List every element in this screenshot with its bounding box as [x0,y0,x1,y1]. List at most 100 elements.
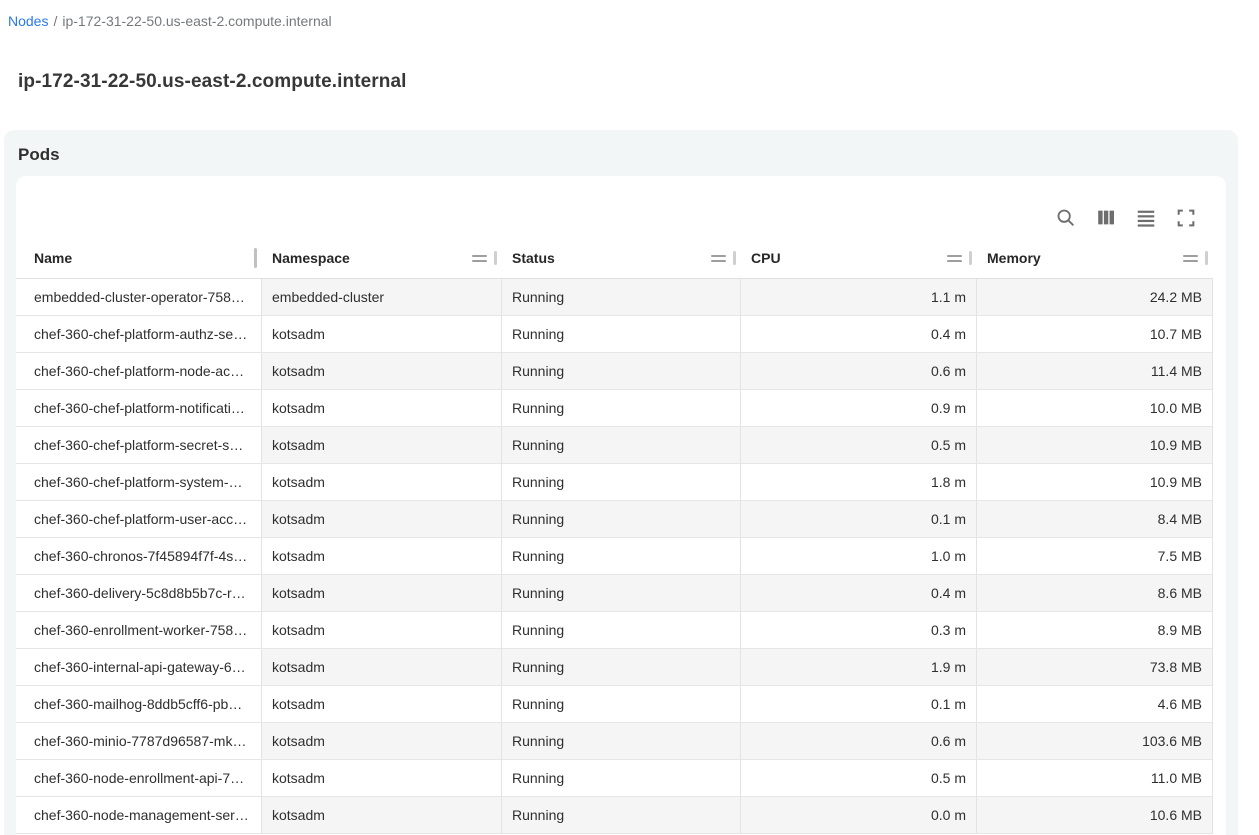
pods-card: Pods [4,130,1238,835]
cell-namespace: kotsadm [262,760,502,797]
table-row[interactable]: chef-360-chef-platform-authz-se… kotsadm R… [16,316,1213,353]
table-row[interactable]: chef-360-mailhog-8ddb5cff6-pb… kotsadm Run… [16,686,1213,723]
cell-namespace: kotsadm [262,723,502,760]
cell-status: Running [502,279,741,316]
cell-namespace: kotsadm [262,316,502,353]
column-menu-icon[interactable] [1183,254,1198,262]
pods-table: Name Namespace Status CPU Memory embedded-cl… [16,238,1213,834]
cell-memory: 11.0 MB [977,760,1213,797]
column-resize-separator[interactable] [494,251,497,265]
cell-name: embedded-cluster-operator-758… [16,279,262,316]
cell-cpu: 0.9 m [741,390,977,427]
fullscreen-icon[interactable] [1175,207,1197,229]
cell-namespace: kotsadm [262,464,502,501]
cell-cpu: 0.4 m [741,316,977,353]
columns-icon[interactable] [1095,207,1117,229]
cell-name: chef-360-internal-api-gateway-6… [16,649,262,686]
table-body: embedded-cluster-operator-758… embedded-c… [16,279,1213,834]
table-row[interactable]: chef-360-internal-api-gateway-6… kotsadm R… [16,649,1213,686]
column-header-label: Memory [987,250,1041,266]
cell-memory: 11.4 MB [977,353,1213,390]
cell-cpu: 0.5 m [741,427,977,464]
cell-status: Running [502,760,741,797]
table-row[interactable]: chef-360-chef-platform-notificati… kotsad… [16,390,1213,427]
table-row[interactable]: chef-360-chef-platform-secret-s… kotsadm R… [16,427,1213,464]
cell-memory: 10.9 MB [977,464,1213,501]
cell-name: chef-360-mailhog-8ddb5cff6-pb… [16,686,262,723]
column-header-label: Status [512,250,555,266]
table-row[interactable]: chef-360-chronos-7f45894f7f-4s… kotsadm Ru… [16,538,1213,575]
search-icon[interactable] [1055,207,1077,229]
cell-status: Running [502,316,741,353]
cell-status: Running [502,797,741,834]
cell-status: Running [502,649,741,686]
table-row[interactable]: chef-360-chef-platform-user-acc… kotsadm R… [16,501,1213,538]
cell-namespace: kotsadm [262,538,502,575]
cell-cpu: 0.3 m [741,612,977,649]
table-row[interactable]: chef-360-node-management-ser… kotsadm Runn… [16,797,1213,834]
column-resize-separator[interactable] [1205,251,1208,265]
cell-namespace: kotsadm [262,686,502,723]
table-row[interactable]: chef-360-delivery-5c8d8b5b7c-r… kotsadm Ru… [16,575,1213,612]
cell-memory: 8.4 MB [977,501,1213,538]
cell-namespace: kotsadm [262,427,502,464]
cell-name: chef-360-chef-platform-node-ac… [16,353,262,390]
cell-status: Running [502,686,741,723]
cell-name: chef-360-delivery-5c8d8b5b7c-r… [16,575,262,612]
page-title: ip-172-31-22-50.us-east-2.compute.intern… [18,71,407,92]
table-row[interactable]: chef-360-node-enrollment-api-7… kotsadm Ru… [16,760,1213,797]
cell-status: Running [502,723,741,760]
table-toolbar [16,176,1226,238]
breadcrumb-link-nodes[interactable]: Nodes [8,13,49,29]
column-header-cpu[interactable]: CPU [741,238,977,278]
column-menu-icon[interactable] [711,254,726,262]
cell-name: chef-360-chef-platform-system-… [16,464,262,501]
table-row[interactable]: chef-360-minio-7787d96587-mk… kotsadm Runn… [16,723,1213,760]
column-menu-icon[interactable] [947,254,962,262]
cell-status: Running [502,538,741,575]
cell-cpu: 1.0 m [741,538,977,575]
column-menu-icon[interactable] [472,254,487,262]
column-header-label: CPU [751,250,781,266]
cell-cpu: 0.0 m [741,797,977,834]
cell-memory: 10.7 MB [977,316,1213,353]
table-row[interactable]: embedded-cluster-operator-758… embedded-c… [16,279,1213,316]
column-header-name[interactable]: Name [16,238,262,278]
cell-name: chef-360-node-management-ser… [16,797,262,834]
cell-name: chef-360-enrollment-worker-758… [16,612,262,649]
breadcrumb-current: ip-172-31-22-50.us-east-2.compute.intern… [62,13,332,29]
cell-memory: 73.8 MB [977,649,1213,686]
cell-status: Running [502,464,741,501]
cell-namespace: kotsadm [262,501,502,538]
cell-memory: 24.2 MB [977,279,1213,316]
cell-namespace: kotsadm [262,612,502,649]
breadcrumb-separator: / [53,13,58,29]
cell-name: chef-360-node-enrollment-api-7… [16,760,262,797]
cell-cpu: 0.6 m [741,353,977,390]
density-icon[interactable] [1135,207,1157,229]
cell-cpu: 1.9 m [741,649,977,686]
cell-status: Running [502,390,741,427]
table-row[interactable]: chef-360-chef-platform-node-ac… kotsadm Ru… [16,353,1213,390]
cell-cpu: 1.1 m [741,279,977,316]
cell-name: chef-360-chef-platform-authz-se… [16,316,262,353]
cell-memory: 7.5 MB [977,538,1213,575]
cell-memory: 8.9 MB [977,612,1213,649]
column-header-label: Name [34,250,73,266]
column-resize-separator[interactable] [254,248,257,268]
table-row[interactable]: chef-360-enrollment-worker-758… kotsadm Ru… [16,612,1213,649]
cell-namespace: kotsadm [262,390,502,427]
pods-table-card: Name Namespace Status CPU Memory embedded-cl… [16,176,1226,835]
column-header-namespace[interactable]: Namespace [262,238,502,278]
cell-cpu: 1.8 m [741,464,977,501]
column-header-memory[interactable]: Memory [977,238,1213,278]
cell-namespace: embedded-cluster [262,279,502,316]
column-resize-separator[interactable] [733,251,736,265]
column-resize-separator[interactable] [969,251,972,265]
table-row[interactable]: chef-360-chef-platform-system-… kotsadm Ru… [16,464,1213,501]
cell-status: Running [502,575,741,612]
column-header-status[interactable]: Status [502,238,741,278]
cell-cpu: 0.6 m [741,723,977,760]
cell-memory: 10.0 MB [977,390,1213,427]
cell-name: chef-360-chronos-7f45894f7f-4s… [16,538,262,575]
